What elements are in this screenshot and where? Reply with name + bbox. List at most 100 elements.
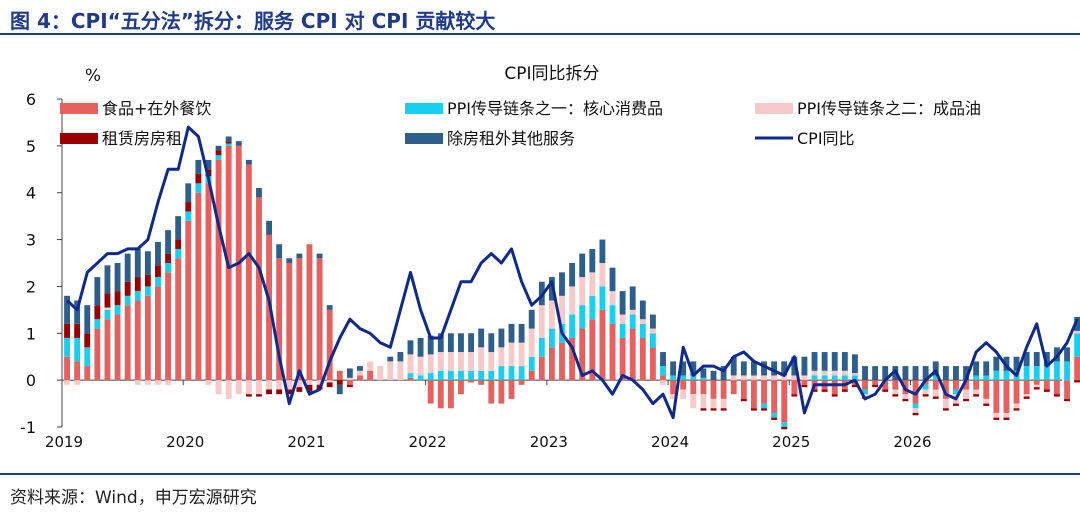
bar-ppi2 xyxy=(508,342,515,367)
bar-food xyxy=(367,370,374,381)
bar-food xyxy=(538,356,545,381)
bar-ppi1 xyxy=(407,373,414,378)
bar-ppi1 xyxy=(468,370,475,381)
bar-services xyxy=(660,352,666,367)
bar-rent xyxy=(1064,398,1070,402)
bar-ppi1 xyxy=(195,183,202,193)
bar-food xyxy=(175,258,182,381)
bar-rent xyxy=(892,394,899,397)
bar-rent xyxy=(225,141,232,144)
bar-services xyxy=(437,333,444,353)
legend-label-ppi2: PPI传导链条之二：成品油 xyxy=(797,99,981,118)
bar-rent xyxy=(811,389,818,392)
bar-ppi2 xyxy=(690,394,697,409)
bar-services xyxy=(872,366,879,381)
bar-services xyxy=(235,141,242,146)
bar-services xyxy=(144,251,151,275)
bar-services xyxy=(953,366,959,381)
bar-services xyxy=(599,239,606,263)
y-tick-label: 3 xyxy=(26,231,36,250)
bar-ppi2 xyxy=(649,328,656,334)
bar-ppi1 xyxy=(458,370,464,381)
bar-rent xyxy=(912,412,919,416)
bar-rent xyxy=(346,384,353,388)
bar-ppi2 xyxy=(306,380,313,385)
bar-rent xyxy=(185,202,192,212)
bar-food xyxy=(730,380,737,395)
bar-rent xyxy=(761,408,767,411)
bar-ppi1 xyxy=(811,375,818,381)
bar-ppi2 xyxy=(205,380,212,385)
bar-services xyxy=(710,370,717,381)
legend-label-ppi1: PPI传导链条之一：核心消费品 xyxy=(447,99,663,118)
bar-ppi1 xyxy=(953,389,959,395)
bar-rent xyxy=(750,408,757,411)
bar-ppi1 xyxy=(134,291,141,301)
bar-rent xyxy=(740,398,747,402)
bar-ppi2 xyxy=(296,380,303,388)
bar-food xyxy=(276,258,283,381)
bar-ppi1 xyxy=(579,305,586,329)
bar-ppi2 xyxy=(609,291,616,306)
bar-ppi1 xyxy=(912,403,919,409)
bar-ppi2 xyxy=(831,370,838,376)
x-tick-label: 2026 xyxy=(893,433,931,451)
bar-ppi1 xyxy=(114,305,121,315)
bar-rent xyxy=(276,389,283,395)
bar-ppi2 xyxy=(367,361,374,371)
bar-ppi2 xyxy=(680,389,687,399)
bar-services xyxy=(811,352,818,371)
bar-ppi2 xyxy=(1013,403,1020,409)
bar-food xyxy=(569,337,576,381)
bar-ppi2 xyxy=(346,377,353,381)
x-tick-label: 2022 xyxy=(409,433,447,451)
bar-services xyxy=(902,366,909,381)
bar-food xyxy=(94,328,101,381)
bar-ppi1 xyxy=(74,337,81,362)
bar-ppi2 xyxy=(74,380,81,385)
bar-ppi2 xyxy=(811,370,818,376)
bar-services xyxy=(458,333,464,353)
bar-services xyxy=(427,335,434,355)
bar-services xyxy=(942,366,949,381)
y-tick-label: 6 xyxy=(26,90,36,109)
bar-services xyxy=(94,277,101,306)
bar-ppi2 xyxy=(599,263,606,287)
bar-services xyxy=(296,253,303,259)
bar-services xyxy=(700,368,707,378)
bar-food xyxy=(771,380,778,413)
bar-ppi2 xyxy=(245,380,252,395)
bar-services xyxy=(852,354,858,374)
bar-services xyxy=(1074,316,1080,331)
bar-ppi2 xyxy=(225,380,232,399)
bar-food xyxy=(619,337,626,381)
bar-services xyxy=(468,333,475,353)
bar-services xyxy=(387,356,394,362)
bar-ppi2 xyxy=(155,380,161,385)
bar-ppi2 xyxy=(326,380,333,383)
bar-rent xyxy=(710,408,717,411)
bar-rent xyxy=(791,394,798,397)
bar-food xyxy=(518,380,525,385)
bar-ppi2 xyxy=(407,354,414,374)
bar-services xyxy=(508,323,515,343)
bar-services xyxy=(750,361,757,376)
y-axis-unit-label: % xyxy=(85,66,101,86)
bar-services xyxy=(1013,356,1020,371)
bar-food xyxy=(660,375,666,381)
bar-services xyxy=(185,183,192,203)
bar-services xyxy=(740,361,747,376)
bar-food xyxy=(437,380,444,409)
bar-ppi2 xyxy=(670,394,677,399)
bar-rent xyxy=(296,387,303,392)
bar-services xyxy=(1043,352,1050,367)
bar-ppi2 xyxy=(266,380,272,390)
bar-ppi2 xyxy=(589,272,596,296)
bar-services xyxy=(841,352,848,371)
bar-ppi1 xyxy=(488,370,495,381)
bar-rent xyxy=(882,389,889,392)
bar-food xyxy=(680,380,687,390)
bar-ppi2 xyxy=(387,361,394,381)
legend-swatch-services xyxy=(405,133,443,144)
bar-ppi1 xyxy=(447,370,454,381)
